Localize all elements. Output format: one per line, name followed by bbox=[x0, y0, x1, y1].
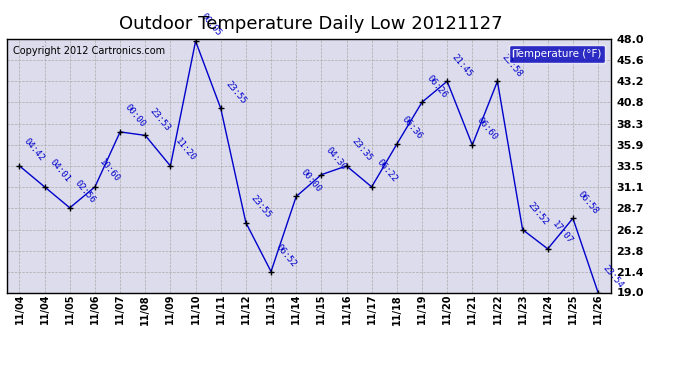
Text: 23:54: 23:54 bbox=[601, 263, 625, 290]
Text: 23:53: 23:53 bbox=[148, 106, 172, 133]
Text: Outdoor Temperature Daily Low 20121127: Outdoor Temperature Daily Low 20121127 bbox=[119, 15, 502, 33]
Text: 02:56: 02:56 bbox=[72, 178, 97, 205]
Text: Copyright 2012 Cartronics.com: Copyright 2012 Cartronics.com bbox=[13, 46, 165, 56]
Text: 06:22: 06:22 bbox=[375, 158, 399, 184]
Text: 23:35: 23:35 bbox=[349, 137, 373, 163]
Text: 04:42: 04:42 bbox=[22, 137, 46, 163]
Text: 06:52: 06:52 bbox=[274, 242, 298, 269]
Text: 23:58: 23:58 bbox=[500, 52, 524, 78]
Text: 23:52: 23:52 bbox=[525, 201, 549, 227]
Text: 06:60: 06:60 bbox=[475, 116, 500, 142]
Text: 23:55: 23:55 bbox=[248, 194, 273, 220]
Text: 06:36: 06:36 bbox=[400, 115, 424, 141]
Text: 06:58: 06:58 bbox=[575, 189, 600, 216]
Text: 00:00: 00:00 bbox=[299, 167, 323, 194]
Text: 10:60: 10:60 bbox=[98, 158, 122, 184]
Text: 17:07: 17:07 bbox=[551, 220, 575, 246]
Text: 00:05: 00:05 bbox=[198, 12, 222, 38]
Legend: Temperature (°F): Temperature (°F) bbox=[509, 45, 605, 63]
Text: 04:01: 04:01 bbox=[48, 158, 72, 184]
Text: 04:30: 04:30 bbox=[324, 146, 348, 172]
Text: 06:26: 06:26 bbox=[425, 73, 449, 99]
Text: 11:20: 11:20 bbox=[173, 137, 197, 163]
Text: 23:55: 23:55 bbox=[224, 79, 248, 105]
Text: 00:00: 00:00 bbox=[123, 103, 147, 129]
Text: 21:45: 21:45 bbox=[450, 52, 474, 78]
